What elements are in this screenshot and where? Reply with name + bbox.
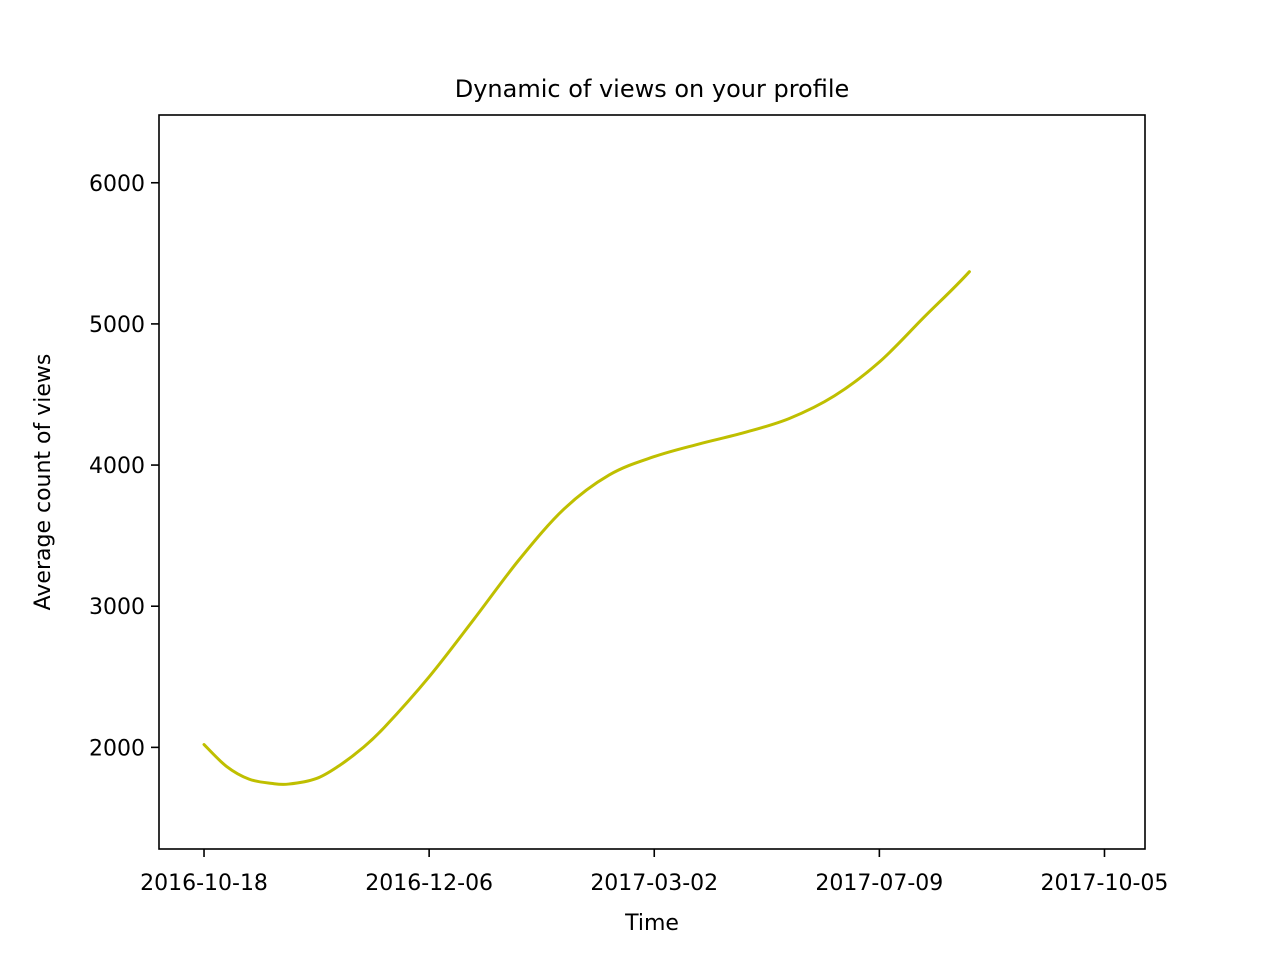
x-axis: 2016-10-18 2016-12-06 2017-03-02 2017-07-09…: [140, 849, 1168, 896]
x-tick-label: 2016-12-06: [365, 871, 493, 896]
plot-frame: [158, 114, 1146, 850]
x-tick-label: 2017-07-09: [815, 871, 943, 896]
x-tick-label: 2016-10-18: [140, 871, 268, 896]
y-axis-label: Average count of views: [31, 354, 56, 611]
x-tick-label: 2017-03-02: [590, 871, 718, 896]
chart-title: Dynamic of views on your profile: [455, 75, 850, 103]
y-tick-label: 3000: [89, 595, 145, 620]
series-line: [202, 270, 971, 786]
x-tick-label: 2017-10-05: [1041, 871, 1169, 896]
x-axis-label: Time: [624, 911, 679, 936]
y-tick-label: 2000: [89, 736, 145, 761]
y-tick-label: 6000: [89, 172, 145, 197]
y-tick-label: 5000: [89, 313, 145, 338]
y-axis: 2000 3000 4000 5000 6000: [89, 172, 159, 761]
y-tick-label: 4000: [89, 454, 145, 479]
